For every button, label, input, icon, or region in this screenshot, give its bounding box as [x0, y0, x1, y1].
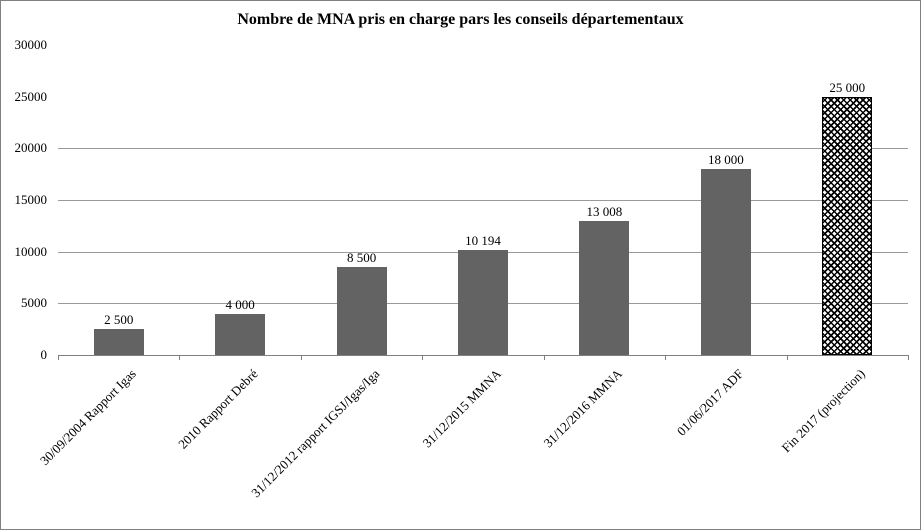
x-axis-tick: [300, 356, 302, 360]
y-axis-tick-label: 10000: [14, 243, 48, 259]
bar-value-label: 18 000: [707, 152, 744, 167]
bar-value-label: 13 008: [586, 203, 623, 219]
bar-value-label: 8 500: [346, 250, 377, 266]
y-axis-tick-label: 25000: [14, 88, 48, 104]
x-axis-line: [58, 355, 909, 356]
bar: [336, 267, 387, 355]
x-axis-category-label: 2010 Rapport Debré: [175, 366, 261, 452]
y-axis-tick-label: 0: [40, 347, 48, 362]
bar: [822, 96, 873, 355]
gridline: [58, 200, 908, 201]
bar-value-label: 25 000: [829, 79, 866, 95]
x-axis-tick: [179, 356, 181, 360]
y-axis-tick-label: 15000: [14, 192, 48, 207]
bar-value-label: 2 500: [104, 312, 134, 328]
x-axis-tick: [908, 356, 909, 360]
x-axis-tick: [58, 356, 59, 360]
x-axis-tick: [543, 356, 545, 360]
gridline: [58, 148, 908, 150]
chart-title: Nombre de MNA pris en charge pars les co…: [237, 11, 684, 28]
bar: [458, 249, 508, 355]
y-axis-tick-label: 5000: [21, 295, 47, 311]
bar-value-label: 4 000: [225, 296, 255, 312]
y-axis-tick-label: 20000: [14, 140, 48, 156]
x-axis-tick: [422, 356, 424, 360]
bar: [215, 313, 266, 355]
x-axis-category-label: 31/12/2015 MMNA: [419, 366, 504, 451]
x-axis-tick: [786, 356, 788, 360]
x-axis-category-label: Fin 2017 (projection): [778, 366, 868, 456]
x-axis-category-label: 31/12/2012 rapport IGSJ/Igas/Iga: [248, 366, 383, 501]
x-axis-category-label: 01/06/2017 ADF: [673, 366, 747, 439]
x-axis-category-label: 30/09/2004 Rapport Igas: [37, 366, 140, 469]
bar-value-label: 10 194: [465, 232, 501, 248]
x-axis-category-label: 31/12/2016 MMNA: [540, 366, 626, 451]
y-axis-tick-label: 30000: [14, 37, 48, 52]
bar: [93, 329, 144, 355]
bar: [579, 220, 630, 355]
x-axis-tick: [665, 356, 667, 360]
bar: [700, 169, 751, 355]
